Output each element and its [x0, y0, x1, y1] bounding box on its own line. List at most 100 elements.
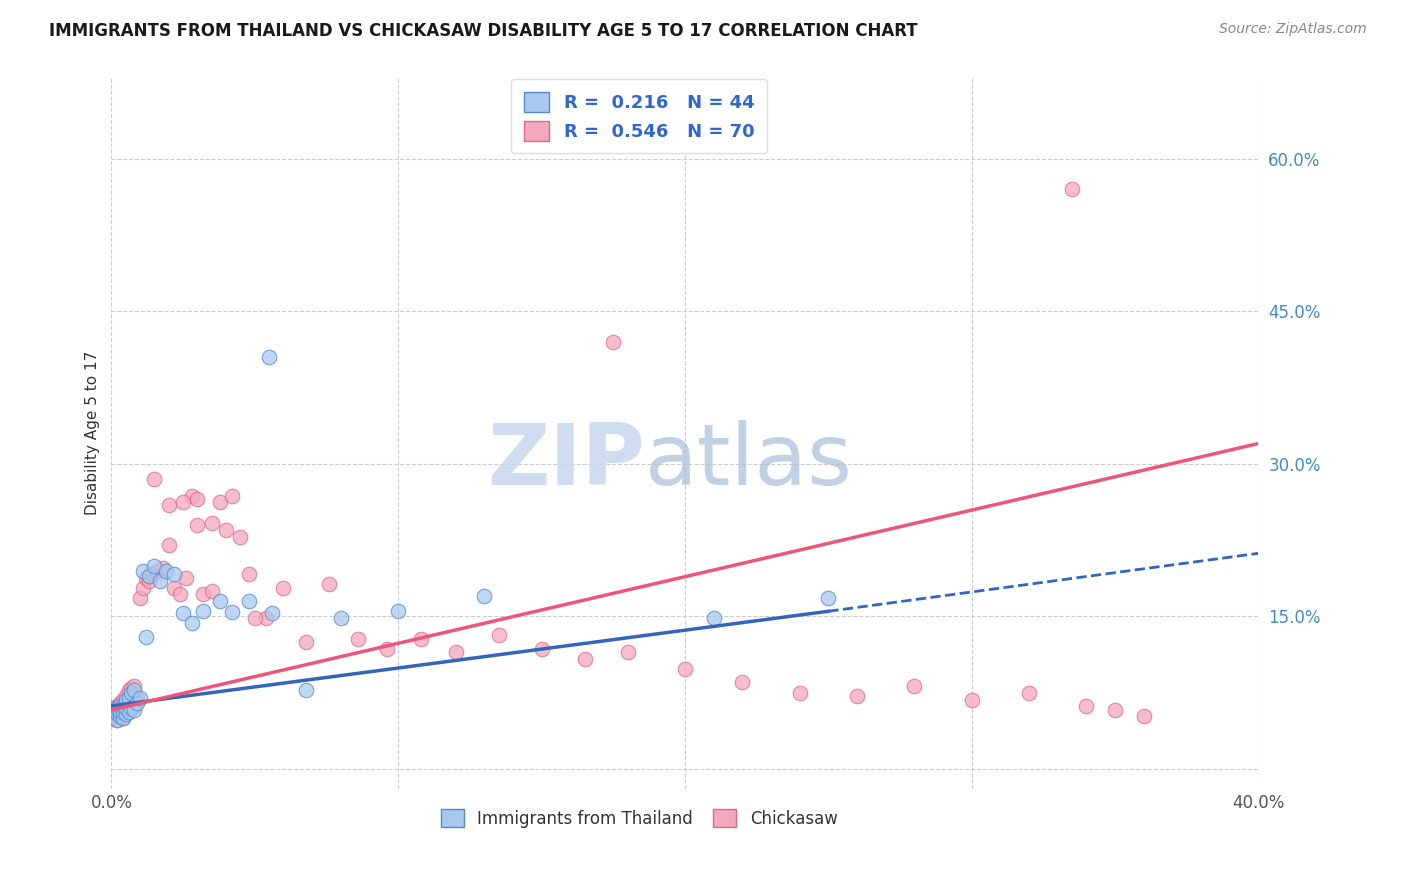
Point [103, 709, 125, 723]
Point [105, 698, 128, 713]
Point [731, 675, 754, 690]
Point [1076, 698, 1098, 713]
Point [105, 713, 128, 727]
Point [117, 690, 139, 705]
Point [132, 581, 155, 595]
Point [117, 701, 139, 715]
Point [105, 706, 128, 721]
Point [789, 685, 811, 699]
Point [243, 611, 266, 625]
Point [616, 645, 638, 659]
Point [105, 701, 128, 715]
Point [221, 489, 243, 503]
Point [103, 705, 125, 719]
Point [146, 564, 169, 578]
Point [103, 709, 125, 723]
Point [347, 632, 370, 646]
Point [530, 641, 553, 656]
Point [105, 713, 128, 727]
Point [114, 701, 136, 715]
Point [817, 591, 839, 605]
Point [193, 604, 215, 618]
Point [121, 701, 143, 715]
Point [138, 568, 160, 582]
Point [1104, 703, 1126, 717]
Point [201, 516, 224, 530]
Legend: Immigrants from Thailand, Chickasaw: Immigrants from Thailand, Chickasaw [434, 803, 844, 834]
Point [108, 696, 131, 710]
Point [124, 703, 146, 717]
Point [124, 682, 146, 697]
Point [273, 581, 295, 595]
Point [108, 703, 131, 717]
Point [209, 594, 232, 608]
Point [703, 611, 725, 625]
Point [124, 698, 146, 713]
Point [1018, 685, 1040, 699]
Point [238, 566, 260, 581]
Point [149, 574, 172, 588]
Point [103, 706, 125, 720]
Point [100, 711, 122, 725]
Point [411, 632, 433, 646]
Point [215, 523, 238, 537]
Point [103, 701, 125, 715]
Point [114, 706, 136, 721]
Point [121, 696, 143, 710]
Point [138, 574, 160, 588]
Point [135, 571, 157, 585]
Point [132, 564, 155, 578]
Point [238, 594, 260, 608]
Point [186, 517, 208, 532]
Point [108, 709, 131, 723]
Point [143, 472, 166, 486]
Point [111, 692, 134, 706]
Point [1132, 709, 1154, 723]
Point [193, 587, 215, 601]
Point [387, 604, 409, 618]
Point [444, 645, 467, 659]
Point [180, 616, 202, 631]
Point [157, 498, 180, 512]
Point [295, 682, 318, 697]
Point [329, 611, 352, 625]
Point [903, 679, 925, 693]
Point [163, 581, 186, 595]
Point [488, 628, 510, 642]
Point [174, 571, 197, 585]
Point [117, 682, 139, 697]
Point [375, 641, 398, 656]
Point [960, 692, 983, 706]
Point [105, 706, 128, 720]
Point [180, 489, 202, 503]
Point [152, 560, 174, 574]
Point [574, 652, 596, 666]
Point [111, 698, 134, 713]
Point [100, 711, 122, 725]
Text: Source: ZipAtlas.com: Source: ZipAtlas.com [1219, 22, 1367, 37]
Text: atlas: atlas [645, 420, 853, 503]
Point [254, 611, 277, 625]
Point [129, 591, 152, 605]
Point [141, 566, 163, 581]
Point [229, 530, 252, 544]
Point [114, 692, 136, 706]
Point [257, 350, 280, 364]
Point [472, 589, 495, 603]
Point [124, 679, 146, 693]
Point [157, 538, 180, 552]
Point [260, 607, 283, 621]
Point [846, 689, 869, 703]
Point [602, 334, 624, 349]
Point [209, 495, 232, 509]
Point [114, 705, 136, 719]
Point [221, 605, 243, 619]
Point [127, 696, 149, 710]
Point [129, 690, 152, 705]
Point [143, 558, 166, 573]
Text: IMMIGRANTS FROM THAILAND VS CHICKASAW DISABILITY AGE 5 TO 17 CORRELATION CHART: IMMIGRANTS FROM THAILAND VS CHICKASAW DI… [49, 22, 918, 40]
Point [135, 630, 157, 644]
Point [108, 705, 131, 719]
Point [318, 577, 340, 591]
Text: ZIP: ZIP [486, 420, 645, 503]
